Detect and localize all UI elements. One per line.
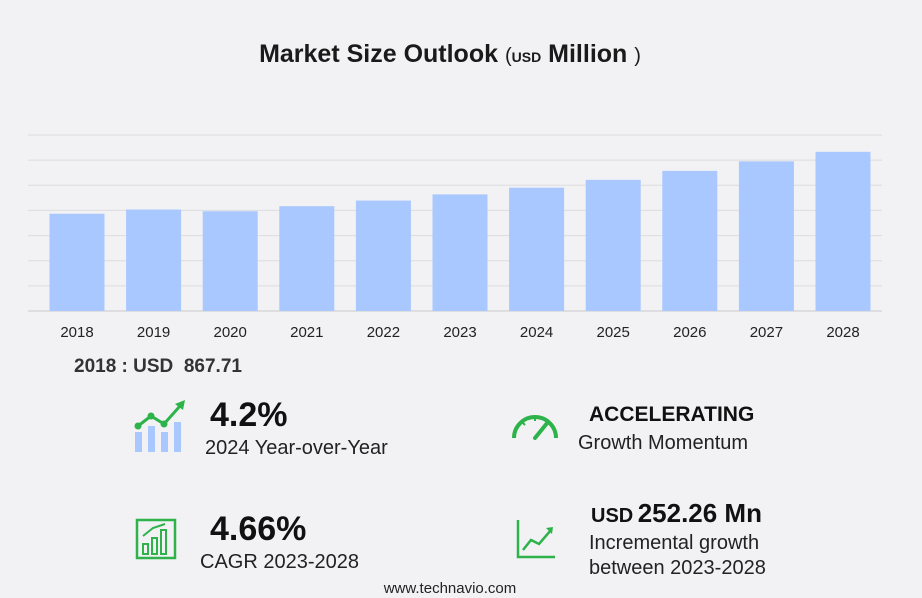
x-tick-label-2020: 2020 — [214, 324, 247, 341]
bar-growth-icon — [134, 400, 185, 452]
incremental-value: 252.26 Mn — [637, 498, 762, 528]
incremental-label-2: between 2023-2028 — [589, 557, 766, 579]
bar-2024 — [509, 187, 565, 311]
title-unit-small: USD — [511, 49, 542, 65]
bar-chart: 2018 2019 2020 2021 2022 2023 2024 2025 2026 2027… — [28, 134, 882, 341]
incremental-stat: USD 252.26 Mn — [591, 498, 762, 529]
x-tick-label-2024: 2024 — [520, 324, 553, 341]
x-tick-label-2028: 2028 — [826, 324, 859, 341]
bar-2025 — [585, 179, 641, 311]
momentum-label-wrap: Growth Momentum — [578, 432, 748, 455]
bar-2026 — [662, 170, 718, 311]
bar-2020 — [202, 211, 258, 311]
footer-source: www.technavio.com — [383, 580, 517, 597]
base-value-number: 867.71 — [183, 356, 242, 377]
title-main: Market Size Outlook — [259, 40, 499, 68]
cagr-value: 4.66% — [210, 510, 307, 548]
cagr-stat: 4.66% — [210, 510, 306, 549]
speedometer-icon — [512, 415, 558, 440]
trend-line-icon — [516, 520, 555, 559]
x-tick-label-2018: 2018 — [60, 324, 93, 341]
cagr-label: CAGR 2023-2028 — [200, 551, 359, 573]
title-paren-close: ) — [634, 45, 641, 67]
x-tick-label-2023: 2023 — [443, 324, 476, 341]
cagr-label-wrap: CAGR 2023-2028 — [200, 551, 359, 574]
bar-2023 — [432, 194, 488, 311]
base-year-value: 2018 : USD 867.71 — [74, 356, 242, 378]
bar-2027 — [738, 161, 794, 311]
incremental-label-1: Incremental growth — [589, 532, 760, 554]
x-tick-label-2025: 2025 — [597, 324, 630, 341]
bar-2018 — [49, 213, 105, 311]
incremental-label-wrap: Incremental growth between 2023-2028 — [589, 531, 766, 581]
x-tick-label-2027: 2027 — [750, 324, 783, 341]
momentum-label: Growth Momentum — [578, 432, 749, 454]
bar-2019 — [126, 209, 182, 311]
yoy-stat: 4.2% — [210, 396, 288, 435]
x-tick-label-2026: 2026 — [673, 324, 706, 341]
bar-2028 — [815, 151, 871, 311]
incremental-prefix: USD — [591, 505, 634, 527]
momentum-value: ACCELERATING — [589, 403, 755, 426]
x-tick-label-2022: 2022 — [367, 324, 400, 341]
momentum-stat: ACCELERATING — [589, 403, 754, 427]
yoy-value: 4.2% — [210, 396, 288, 434]
title-unit-big: Million — [548, 40, 628, 68]
x-tick-label-2019: 2019 — [137, 324, 170, 341]
title-paren-open: ( — [504, 45, 512, 67]
chart-title: Market Size Outlook (USD Million ) — [0, 40, 900, 69]
bar-chart-icon — [135, 518, 177, 560]
base-label: 2018 : USD — [74, 356, 174, 377]
bar-2022 — [355, 200, 411, 311]
x-tick-label-2021: 2021 — [290, 324, 323, 341]
yoy-label: 2024 Year-over-Year — [205, 437, 388, 459]
yoy-label-wrap: 2024 Year-over-Year — [205, 437, 388, 460]
bar-2021 — [279, 206, 335, 311]
